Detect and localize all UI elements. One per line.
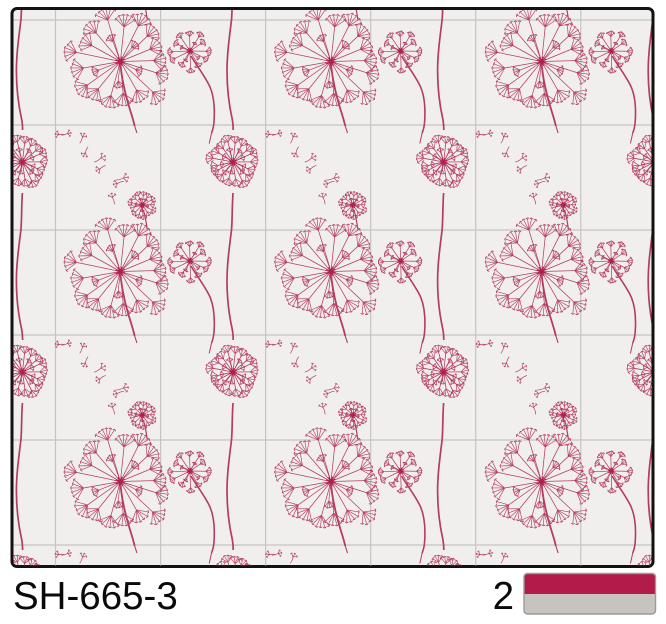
svg-text:SH-665-3: SH-665-3	[13, 575, 178, 618]
svg-text:2: 2	[493, 575, 514, 618]
